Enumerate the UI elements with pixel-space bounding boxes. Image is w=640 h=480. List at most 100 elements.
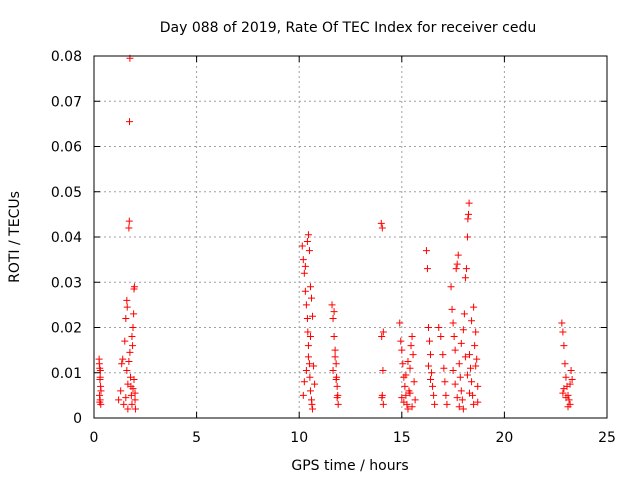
- data-point: [305, 360, 313, 368]
- data-point: [303, 238, 311, 246]
- chart-title: Day 088 of 2019, Rate Of TEC Index for r…: [160, 20, 536, 36]
- data-point: [125, 217, 133, 225]
- data-point: [468, 317, 476, 325]
- data-point: [406, 389, 414, 397]
- data-point: [120, 400, 128, 408]
- data-point: [332, 376, 340, 384]
- data-point: [378, 394, 386, 402]
- data-point: [131, 405, 139, 413]
- x-tick-label: 0: [90, 430, 99, 446]
- data-point: [408, 333, 416, 341]
- data-point: [333, 382, 341, 390]
- data-point: [310, 362, 318, 370]
- data-point: [559, 389, 567, 397]
- data-point: [473, 355, 481, 363]
- data-point: [397, 337, 405, 345]
- data-point: [474, 398, 482, 406]
- data-point: [468, 378, 476, 386]
- data-point: [330, 308, 338, 316]
- data-point: [301, 262, 309, 270]
- data-point: [401, 382, 409, 390]
- data-point: [568, 376, 576, 384]
- data-point: [306, 387, 314, 395]
- data-point: [379, 400, 387, 408]
- y-axis-title: ROTI / TECUs: [7, 191, 23, 283]
- data-point: [306, 333, 314, 341]
- data-point: [459, 405, 467, 413]
- data-point: [298, 242, 306, 250]
- y-tick-label: 0.03: [51, 275, 82, 291]
- data-point: [441, 378, 449, 386]
- data-point: [300, 269, 308, 277]
- data-point: [462, 265, 470, 273]
- data-point: [117, 387, 125, 395]
- data-point: [460, 310, 468, 318]
- data-point: [431, 400, 439, 408]
- data-point: [304, 342, 312, 350]
- y-tick-label: 0.07: [51, 94, 82, 110]
- data-point: [308, 400, 316, 408]
- x-tick-label: 20: [495, 430, 513, 446]
- data-point: [474, 382, 482, 390]
- data-point: [303, 314, 311, 322]
- data-point: [470, 400, 478, 408]
- data-point: [457, 387, 465, 395]
- data-point: [333, 394, 341, 402]
- data-point: [437, 333, 445, 341]
- data-point: [461, 274, 469, 282]
- data-point: [131, 396, 139, 404]
- data-point: [451, 346, 459, 354]
- data-point: [448, 305, 456, 313]
- data-point: [456, 373, 464, 381]
- data-point: [130, 376, 138, 384]
- data-point: [450, 333, 458, 341]
- y-tick-label: 0.05: [51, 185, 82, 201]
- data-point: [328, 301, 336, 309]
- data-point: [566, 380, 574, 388]
- data-points: [95, 54, 576, 413]
- data-point: [304, 328, 312, 336]
- data-point: [567, 366, 575, 374]
- data-point: [561, 360, 569, 368]
- data-point: [452, 265, 460, 273]
- data-point: [123, 303, 131, 311]
- data-point: [558, 319, 566, 327]
- data-point: [124, 405, 132, 413]
- data-point: [309, 405, 317, 413]
- data-point: [404, 357, 412, 365]
- data-point: [453, 260, 461, 268]
- data-point: [398, 346, 406, 354]
- data-point: [429, 382, 437, 390]
- data-point: [329, 314, 337, 322]
- y-tick-label: 0.08: [51, 49, 82, 65]
- y-tick-label: 0.06: [51, 140, 82, 156]
- x-tick-label: 5: [192, 430, 201, 446]
- data-point: [422, 247, 430, 255]
- data-point: [125, 224, 133, 232]
- data-point: [440, 364, 448, 372]
- data-point: [122, 394, 130, 402]
- data-point: [118, 360, 126, 368]
- y-tick-label: 0.01: [51, 366, 82, 382]
- data-point: [402, 391, 410, 399]
- data-point: [123, 296, 131, 304]
- data-point: [463, 233, 471, 241]
- data-point: [428, 369, 436, 377]
- data-point: [96, 366, 104, 374]
- data-point: [451, 380, 459, 388]
- data-point: [562, 394, 570, 402]
- data-point: [331, 346, 339, 354]
- data-point: [409, 351, 417, 359]
- data-point: [472, 362, 480, 370]
- data-point: [400, 398, 408, 406]
- data-point: [309, 312, 317, 320]
- data-point: [126, 348, 134, 356]
- data-point: [306, 373, 314, 381]
- x-tick-label: 15: [393, 430, 411, 446]
- data-point: [311, 380, 319, 388]
- data-point: [470, 303, 478, 311]
- x-tick-label: 10: [290, 430, 308, 446]
- data-point: [439, 351, 447, 359]
- data-point: [466, 389, 474, 397]
